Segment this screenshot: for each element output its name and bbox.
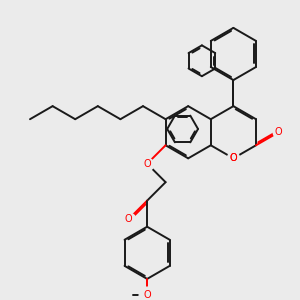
Text: O: O [230,153,237,163]
Text: O: O [143,290,151,300]
Text: O: O [143,159,151,169]
Text: O: O [230,153,237,163]
Text: O: O [275,127,282,137]
Text: O: O [125,214,133,224]
